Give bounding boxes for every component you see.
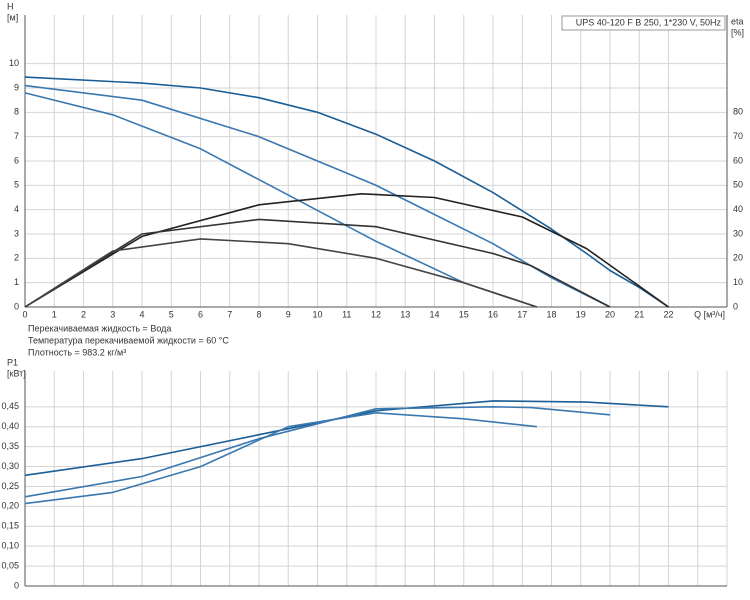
y-tick-label: 3: [14, 228, 19, 238]
curve: [24, 92, 538, 308]
x-tick-label: 2: [81, 309, 86, 319]
y2-tick-label: 10: [733, 277, 743, 287]
note: Плотность = 983.2 кг/м³: [28, 347, 126, 357]
y2-tick-label: 50: [733, 180, 743, 190]
y2-unit: [%]: [731, 27, 744, 37]
y-tick-label: 0,10: [1, 541, 19, 551]
x-tick-label: 4: [139, 309, 144, 319]
y-tick-label: 0: [14, 580, 19, 590]
x-tick-label: 13: [400, 309, 410, 319]
x-tick-label: 6: [198, 309, 203, 319]
y2-label: eta: [731, 16, 744, 26]
y-tick-label: 5: [14, 180, 19, 190]
y-tick-label: 1: [14, 277, 19, 287]
y-tick-label: 0,15: [1, 521, 19, 531]
x-tick-label: 21: [634, 309, 644, 319]
y2-tick-label: 0: [733, 301, 738, 311]
y-tick-label: 0,25: [1, 481, 19, 491]
x-tick-label: 19: [576, 309, 586, 319]
x-tick-label: 7: [227, 309, 232, 319]
curve: [24, 238, 538, 308]
y2-tick-label: 70: [733, 131, 743, 141]
x-tick-label: 16: [488, 309, 498, 319]
x-tick-label: 9: [286, 309, 291, 319]
y2-tick-label: 80: [733, 107, 743, 117]
title-box: [561, 15, 726, 31]
x-tick-label: 20: [605, 309, 615, 319]
x-tick-label: 5: [169, 309, 174, 319]
x-tick-label: 3: [110, 309, 115, 319]
x-tick-label: 22: [663, 309, 673, 319]
y-tick-label: 0,30: [1, 461, 19, 471]
x-tick-label: 18: [546, 309, 556, 319]
curve: [24, 406, 611, 498]
x-tick-label: 1: [52, 309, 57, 319]
y-unit: [м]: [7, 12, 18, 22]
x-tick-label: 0: [22, 309, 27, 319]
x-tick-label: 17: [517, 309, 527, 319]
y-tick-label: 0,05: [1, 560, 19, 570]
curve: [24, 76, 669, 308]
x-tick-label: 10: [312, 309, 322, 319]
y-tick-label: 4: [14, 204, 19, 214]
x-tick-label: 15: [459, 309, 469, 319]
x-tick-label: 12: [371, 309, 381, 319]
y-tick-label: 2: [14, 253, 19, 263]
x-tick-label: 11: [342, 309, 351, 319]
y-tick-label: 0,45: [1, 401, 19, 411]
curve: [24, 84, 611, 308]
curve: [24, 400, 669, 477]
y2-tick-label: 30: [733, 228, 743, 238]
x-tick-label: 14: [429, 309, 439, 319]
y-label: P1: [7, 357, 18, 367]
y2-tick-label: 60: [733, 155, 743, 165]
y-tick-label: 0,20: [1, 501, 19, 511]
y-tick-label: 10: [9, 58, 19, 68]
y-tick-label: 6: [14, 155, 19, 165]
y-label: H: [7, 1, 14, 11]
y2-tick-label: 20: [733, 253, 743, 263]
chart-title: UPS 40-120 F B 250, 1*230 V, 50Hz: [576, 17, 722, 27]
note: Температура перекачиваемой жидкости = 60…: [28, 335, 229, 345]
note: Перекачиваемая жидкость = Вода: [28, 323, 171, 333]
y-tick-label: 0,35: [1, 441, 19, 451]
y-tick-label: 8: [14, 107, 19, 117]
x-label: Q [м³/ч]: [694, 309, 725, 319]
y-tick-label: 7: [14, 131, 19, 141]
x-tick-label: 8: [256, 309, 261, 319]
y-tick-label: 9: [14, 82, 19, 92]
y-unit: [кВт]: [7, 368, 26, 378]
curve: [24, 218, 611, 308]
y2-tick-label: 40: [733, 204, 743, 214]
y-tick-label: 0: [14, 301, 19, 311]
curve: [24, 412, 537, 505]
y-tick-label: 0,40: [1, 421, 19, 431]
